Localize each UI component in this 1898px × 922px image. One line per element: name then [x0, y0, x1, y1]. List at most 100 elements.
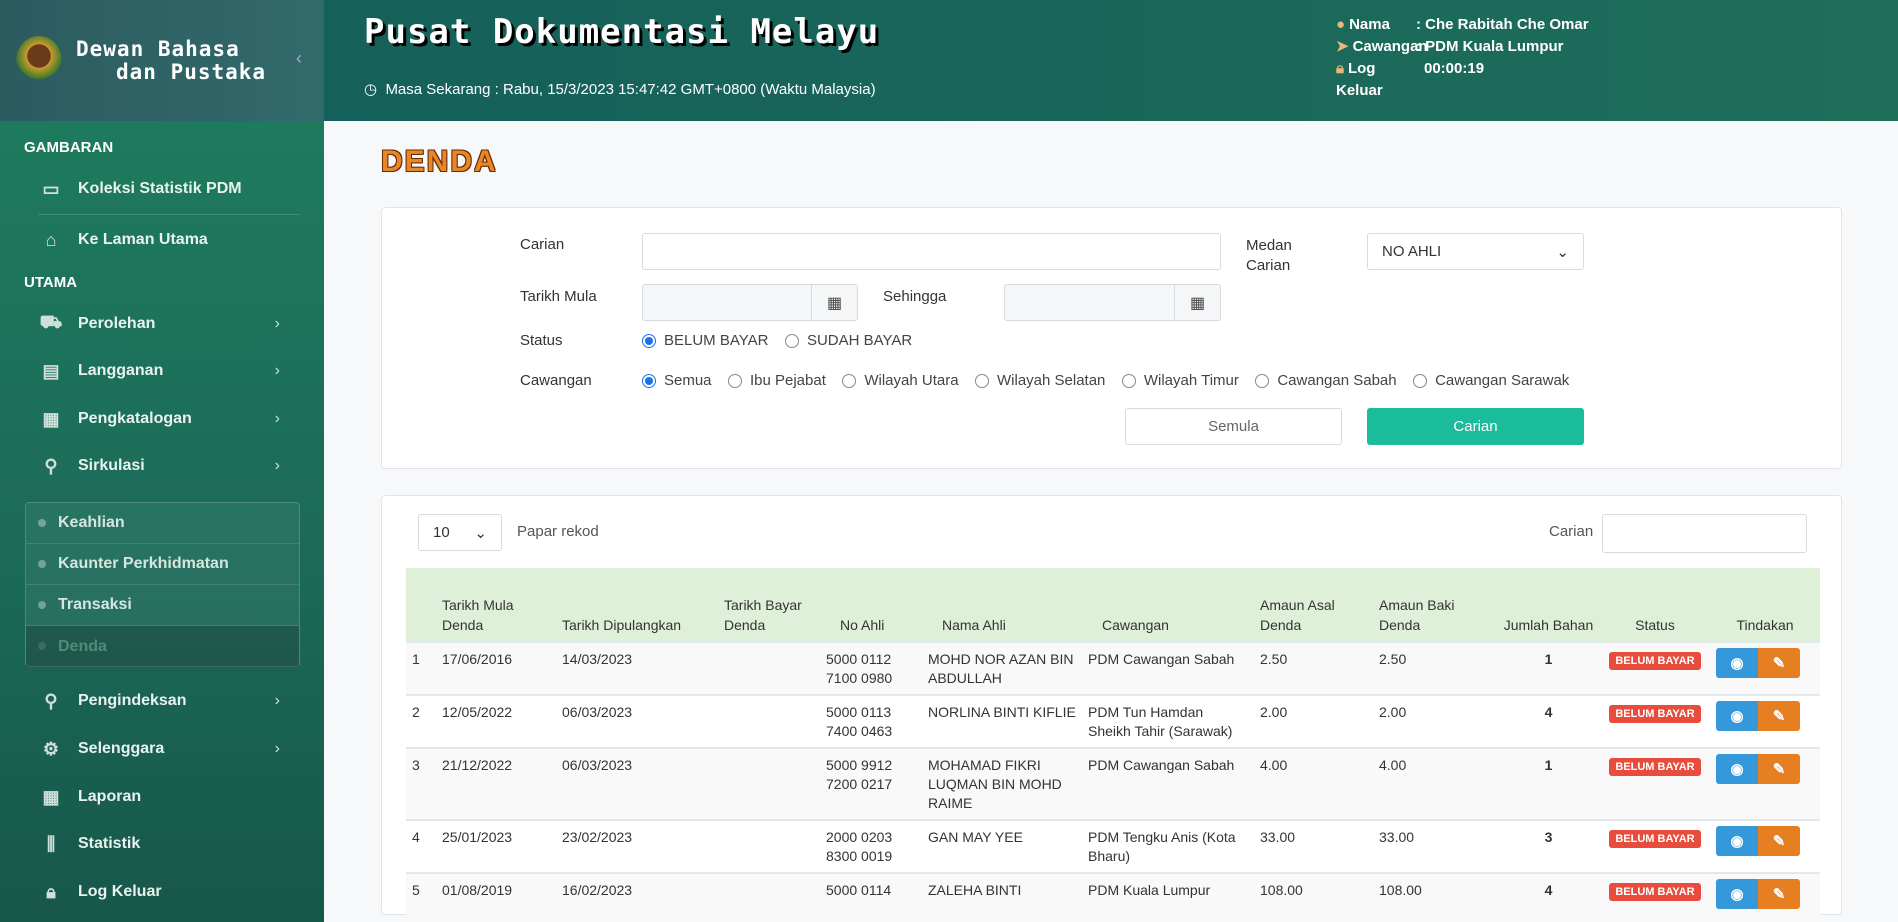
- radio-cawangan-sarawak[interactable]: Cawangan Sarawak: [1413, 372, 1569, 389]
- header-tarikh-dipulangkan[interactable]: Tarikh Dipulangkan: [556, 568, 718, 642]
- action-group: ◉ ✎: [1716, 754, 1800, 784]
- cell-amaun-baki: 108.00: [1373, 872, 1497, 915]
- cell-tarikh-bayar: [718, 872, 820, 915]
- dbp-logo: [16, 35, 62, 86]
- collapse-sidebar-icon[interactable]: ‹: [296, 48, 302, 68]
- app-title: Pusat Dokumentasi Melayu: [364, 12, 880, 52]
- header-nama-ahli[interactable]: Nama Ahli: [922, 568, 1082, 642]
- sidebar-item-selenggara[interactable]: ⚙ Selenggara ›: [38, 738, 288, 760]
- cell-no-ahli: 5000 0112 7100 0980: [820, 641, 922, 695]
- header-no-ahli[interactable]: No Ahli: [820, 568, 922, 642]
- submenu-denda[interactable]: Denda: [26, 626, 299, 667]
- eye-icon: ◉: [1730, 760, 1744, 778]
- edit-button[interactable]: ✎: [1758, 879, 1800, 909]
- submenu-kaunter[interactable]: Kaunter Perkhidmatan: [26, 544, 299, 585]
- sidebar-item-sirkulasi[interactable]: ⚲ Sirkulasi ›: [38, 455, 288, 477]
- sidebar-item-pengindeksan[interactable]: ⚲ Pengindeksan ›: [38, 690, 288, 712]
- sidebar: Dewan Bahasa dan Pustaka ‹ GAMBARAN ▭ Kole…: [0, 0, 324, 922]
- sidebar-item-logout[interactable]: 🔒︎ Log Keluar: [38, 881, 288, 903]
- clock-text: Masa Sekarang : Rabu, 15/3/2023 15:47:42…: [385, 81, 876, 98]
- radio-wilayah-selatan[interactable]: Wilayah Selatan: [975, 372, 1105, 389]
- calendar-icon[interactable]: ▦: [811, 285, 857, 320]
- label: Semua: [664, 372, 712, 389]
- carian-input[interactable]: [642, 233, 1221, 270]
- cell-cawangan: PDM Cawangan Sabah: [1082, 747, 1254, 820]
- table-search-input[interactable]: [1602, 514, 1807, 553]
- cell-tarikh-dipulangkan: 14/03/2023: [556, 641, 718, 695]
- view-button[interactable]: ◉: [1716, 701, 1758, 731]
- section-utama: UTAMA: [24, 274, 78, 291]
- action-group: ◉ ✎: [1716, 826, 1800, 856]
- edit-button[interactable]: ✎: [1758, 826, 1800, 856]
- cell-nama-ahli: MOHAMAD FIKRI LUQMAN BIN MOHD RAIME: [922, 747, 1082, 820]
- header-cawangan[interactable]: Cawangan: [1082, 568, 1254, 642]
- view-button[interactable]: ◉: [1716, 648, 1758, 678]
- radio-ibu-pejabat[interactable]: Ibu Pejabat: [727, 372, 826, 389]
- cell-status: BELUM BAYAR: [1600, 872, 1710, 915]
- chevron-right-icon: ›: [274, 315, 280, 332]
- sidebar-item-koleksi[interactable]: ▭ Koleksi Statistik PDM: [38, 178, 288, 200]
- radio-wilayah-timur[interactable]: Wilayah Timur: [1121, 372, 1239, 389]
- view-button[interactable]: ◉: [1716, 754, 1758, 784]
- header-amaun-asal[interactable]: Amaun Asal Denda: [1254, 568, 1373, 642]
- radio-belum-bayar[interactable]: BELUM BAYAR: [642, 332, 768, 349]
- cell-amaun-asal: 4.00: [1254, 747, 1373, 820]
- edit-button[interactable]: ✎: [1758, 648, 1800, 678]
- calendar-icon: ▦: [42, 786, 60, 807]
- radio-wilayah-utara[interactable]: Wilayah Utara: [842, 372, 959, 389]
- label: Log Keluar: [78, 883, 162, 900]
- reset-button[interactable]: Semula: [1125, 408, 1342, 445]
- section-gambaran: GAMBARAN: [24, 139, 114, 156]
- cawangan-radio-group: Semua Ibu Pejabat Wilayah Utara Wilayah …: [642, 372, 1581, 393]
- sidebar-item-statistik[interactable]: ⫼ Statistik: [38, 833, 288, 855]
- radio-sudah-bayar[interactable]: SUDAH BAYAR: [784, 332, 912, 349]
- header-jumlah-bahan[interactable]: Jumlah Bahan: [1497, 568, 1600, 642]
- search-button[interactable]: Carian: [1367, 408, 1584, 445]
- header-tarikh-mula[interactable]: Tarikh Mula Denda: [436, 568, 556, 642]
- pencil-icon: ✎: [1772, 707, 1786, 725]
- cell-tarikh-mula: 21/12/2022: [436, 747, 556, 820]
- sidebar-item-laporan[interactable]: ▦ Laporan: [38, 786, 288, 808]
- edit-button[interactable]: ✎: [1758, 754, 1800, 784]
- header-tarikh-bayar[interactable]: Tarikh Bayar Denda: [718, 568, 820, 642]
- table-search-label: Carian: [1549, 523, 1594, 540]
- status-badge: BELUM BAYAR: [1609, 830, 1701, 848]
- submenu-transaksi[interactable]: Transaksi: [26, 585, 299, 626]
- tarikh-mula-input[interactable]: ▦: [642, 284, 858, 321]
- newspaper-icon: ▤: [42, 360, 60, 381]
- status-badge: BELUM BAYAR: [1609, 758, 1701, 776]
- submenu-keahlian[interactable]: Keahlian: [26, 503, 299, 544]
- cell-no-ahli: 5000 9912 7200 0217: [820, 747, 922, 820]
- label: Ibu Pejabat: [749, 372, 826, 389]
- cell-tarikh-dipulangkan: 16/02/2023: [556, 872, 718, 915]
- header-tindakan[interactable]: Tindakan: [1710, 568, 1820, 642]
- edit-button[interactable]: ✎: [1758, 701, 1800, 731]
- view-button[interactable]: ◉: [1716, 826, 1758, 856]
- calendar-icon[interactable]: ▦: [1174, 285, 1220, 320]
- view-button[interactable]: ◉: [1716, 879, 1758, 909]
- cawangan-value: : PDM Kuala Lumpur: [1416, 38, 1564, 55]
- cell-amaun-asal: 2.50: [1254, 641, 1373, 695]
- label: Statistik: [78, 835, 141, 852]
- cell-tindakan: ◉ ✎: [1710, 819, 1820, 873]
- sidebar-item-langganan[interactable]: ▤ Langganan ›: [38, 360, 288, 382]
- sidebar-item-perolehan[interactable]: ⛟ Perolehan ›: [38, 312, 288, 335]
- cell-jumlah-bahan: 1: [1497, 747, 1600, 820]
- sehingga-input[interactable]: ▦: [1004, 284, 1221, 321]
- page-length-select[interactable]: 10 ⌄: [418, 514, 502, 551]
- cell-status: BELUM BAYAR: [1600, 694, 1710, 748]
- pencil-icon: ✎: [1772, 760, 1786, 778]
- sidebar-item-home[interactable]: ⌂ Ke Laman Utama: [38, 229, 288, 251]
- cell-cawangan: PDM Cawangan Sabah: [1082, 641, 1254, 695]
- logout-label[interactable]: Log Keluar: [1336, 60, 1383, 99]
- radio-semua[interactable]: Semua: [642, 372, 712, 389]
- header-index[interactable]: [406, 568, 436, 642]
- cell-tarikh-dipulangkan: 23/02/2023: [556, 819, 718, 873]
- header-amaun-baki[interactable]: Amaun Baki Denda: [1373, 568, 1497, 642]
- header-status[interactable]: Status: [1600, 568, 1710, 642]
- status-radio-group: BELUM BAYAR SUDAH BAYAR: [642, 332, 924, 353]
- cell-status: BELUM BAYAR: [1600, 641, 1710, 695]
- sidebar-item-pengkatalogan[interactable]: ▦ Pengkatalogan ›: [38, 408, 288, 430]
- medan-carian-select[interactable]: NO AHLI ⌄: [1367, 233, 1584, 270]
- radio-cawangan-sabah[interactable]: Cawangan Sabah: [1255, 372, 1397, 389]
